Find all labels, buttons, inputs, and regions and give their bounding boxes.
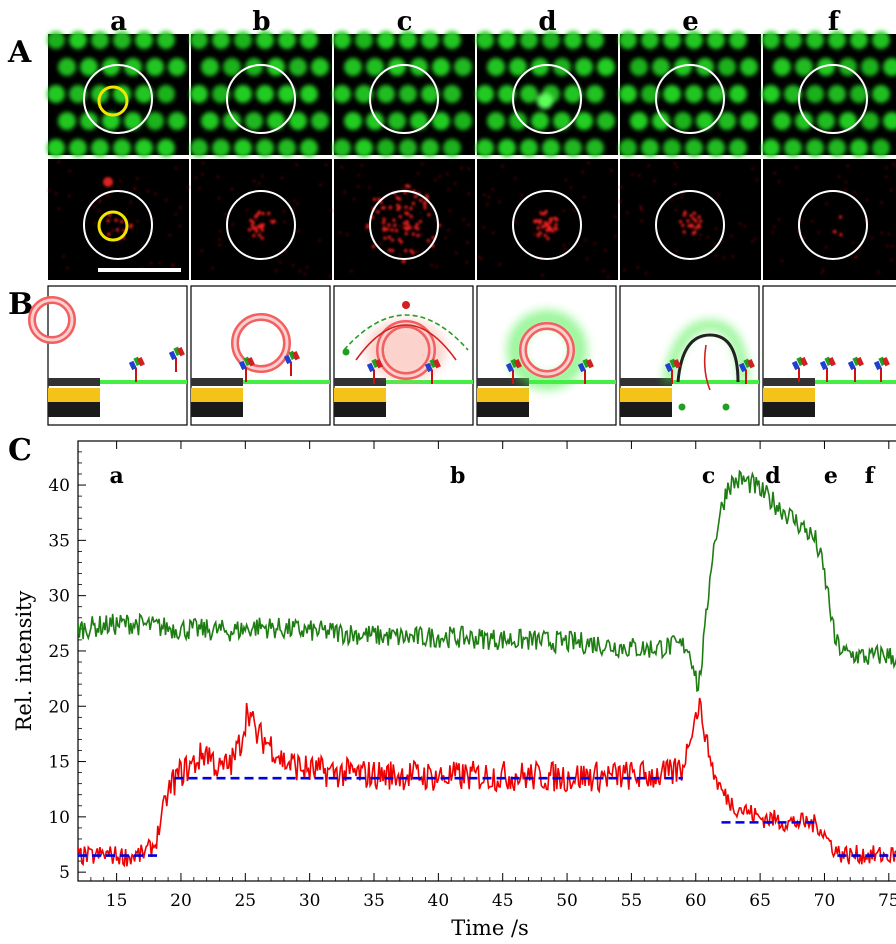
y-tick-label: 20 xyxy=(48,697,70,717)
highlight-circle xyxy=(97,85,129,117)
schematic-a xyxy=(28,285,188,426)
roi-circle xyxy=(83,64,153,134)
stage-label-d: d xyxy=(765,463,780,489)
series-red-line xyxy=(78,697,896,868)
stage-label-f: f xyxy=(865,463,876,489)
y-tick-label: 15 xyxy=(48,753,70,773)
roi-circle xyxy=(512,64,582,134)
roi-circle xyxy=(798,190,868,260)
x-tick-label: 75 xyxy=(878,891,896,911)
green-image-e xyxy=(619,31,761,157)
roi-circle xyxy=(512,190,582,260)
green-image-f xyxy=(762,31,896,157)
schematic-f xyxy=(762,285,896,426)
roi-circle xyxy=(226,64,296,134)
intensity-chart: 15 20 25 30 35 40 45 50 55 60 65 70 75 5 10 15 20 25 30 35 4… xyxy=(12,440,896,940)
red-image-b xyxy=(191,159,333,280)
x-tick-label: 40 xyxy=(428,891,450,911)
panel-letter-c: C xyxy=(8,433,32,468)
roi-circle xyxy=(798,64,868,134)
y-tick-label: 40 xyxy=(48,476,70,496)
chart-series xyxy=(78,469,896,868)
roi-circle xyxy=(655,190,725,260)
x-axis-label: Time /s xyxy=(451,916,529,940)
panel-letter-a: A xyxy=(7,35,32,70)
column-letter-b: b xyxy=(252,7,270,37)
column-letter-a: a xyxy=(110,7,127,37)
x-tick-label: 45 xyxy=(492,891,514,911)
red-image-f xyxy=(763,159,896,280)
y-tick-label: 10 xyxy=(48,808,70,828)
roi-circle xyxy=(369,64,439,134)
red-image-a xyxy=(48,159,190,280)
column-letter-e: e xyxy=(682,7,699,37)
green-image-c xyxy=(333,31,475,157)
column-letters: a b c d e f xyxy=(110,7,841,37)
x-tick-label: 25 xyxy=(234,891,256,911)
y-tick-label: 30 xyxy=(48,587,70,607)
y-tick-label: 5 xyxy=(59,863,70,883)
stage-label-e: e xyxy=(824,463,838,489)
highlight-circle xyxy=(97,210,129,242)
column-letter-d: d xyxy=(538,7,556,37)
series-green-line xyxy=(78,469,896,693)
scale-bar xyxy=(98,268,181,272)
roi-circle xyxy=(369,190,439,260)
y-tick-label: 25 xyxy=(48,642,70,662)
x-tick-label: 20 xyxy=(170,891,192,911)
schematic-e xyxy=(619,285,760,426)
chart-axes: 15 20 25 30 35 40 45 50 55 60 65 70 75 5 10 15 20 25 30 35 4… xyxy=(48,440,896,911)
y-axis-label: Rel. intensity xyxy=(12,591,36,732)
red-image-d xyxy=(477,159,618,280)
schematic-c xyxy=(333,285,474,426)
green-image-a xyxy=(47,31,189,157)
stage-label-a: a xyxy=(109,463,123,489)
x-tick-label: 30 xyxy=(299,891,321,911)
red-image-c xyxy=(334,159,475,280)
stage-label-c: c xyxy=(702,463,715,489)
schematic-d xyxy=(476,285,617,426)
x-tick-label: 35 xyxy=(363,891,385,911)
x-tick-label: 60 xyxy=(685,891,707,911)
column-letter-f: f xyxy=(828,7,841,37)
schematic-panels xyxy=(28,285,896,426)
roi-circle xyxy=(226,190,296,260)
red-image-e xyxy=(619,159,761,280)
roi-circle xyxy=(655,64,725,134)
stage-label-b: b xyxy=(450,463,465,489)
x-tick-label: 15 xyxy=(106,891,128,911)
schematic-b xyxy=(190,285,331,426)
x-tick-label: 55 xyxy=(621,891,643,911)
green-image-d xyxy=(476,31,618,157)
plot-frame xyxy=(77,440,896,882)
microscopy-panels xyxy=(47,31,896,280)
roi-circle xyxy=(83,190,153,260)
y-tick-label: 35 xyxy=(48,531,70,551)
x-tick-label: 65 xyxy=(749,891,771,911)
chart-step-fits xyxy=(78,776,896,857)
column-letter-c: c xyxy=(397,7,413,37)
x-tick-label: 70 xyxy=(814,891,836,911)
x-tick-label: 50 xyxy=(556,891,578,911)
chart-stage-labels: a b c d e f xyxy=(109,463,875,489)
green-image-b xyxy=(190,31,332,157)
